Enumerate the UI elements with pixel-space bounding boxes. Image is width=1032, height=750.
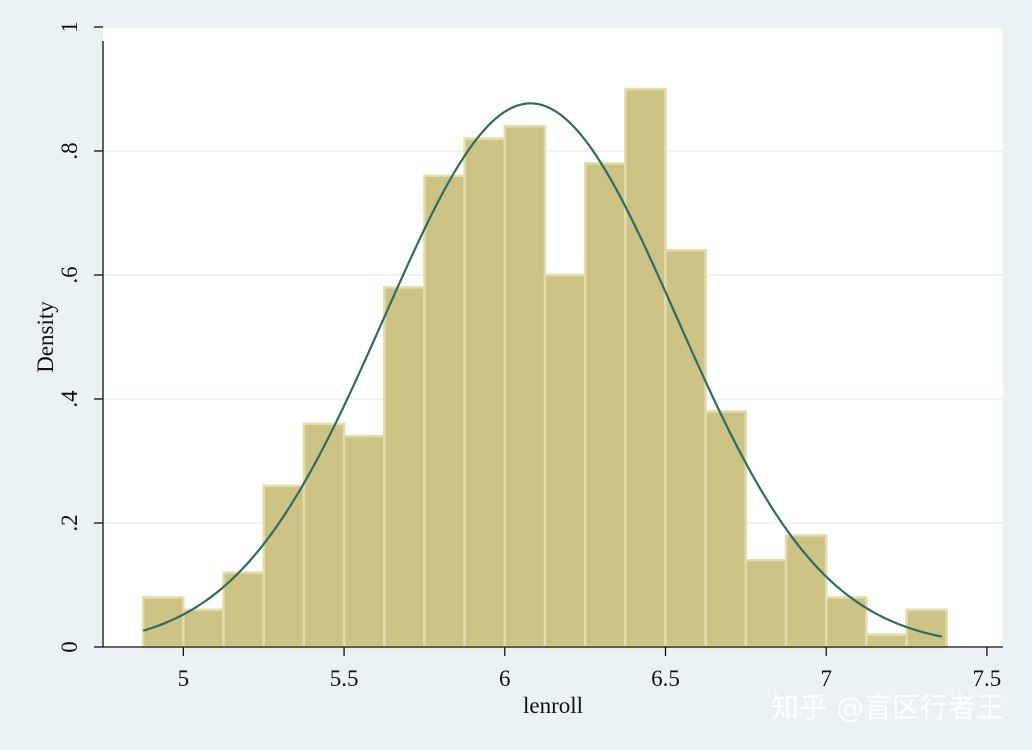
histogram-bar-8 [423,174,466,649]
histogram-bar-7 [383,286,426,649]
axes [94,26,1003,656]
tick-labels: 5 5.5 6 6.5 7 7.5 0 .2 .4 .6 .8 1 [57,21,1001,691]
histogram-bar-2 [182,608,225,649]
histogram-bar-15 [704,410,748,649]
histogram-bar-5 [302,422,346,649]
x-tick-label-3: 6.5 [651,666,680,691]
normal-density-curve [142,102,943,638]
histogram-bar-12 [583,162,627,649]
x-tick-label-0: 5 [178,666,190,691]
x-tick-label-5: 7.5 [973,666,1002,691]
x-tick-label-1: 5.5 [330,666,359,691]
y-axis-title: Density [33,301,58,373]
y-tick-label-3: .6 [57,266,82,283]
y-tick-label-5: 1 [57,21,82,33]
histogram-bars [141,87,948,649]
watermark-text: 知乎 @盲区行者王 [771,691,1004,724]
y-tick-label-4: .8 [57,142,82,159]
histogram-bar-9 [463,137,507,649]
histogram-bar-6 [342,434,386,649]
histogram-bar-11 [543,273,587,649]
y-tick-label-1: .2 [57,514,82,531]
histogram-bar-4 [262,484,306,649]
histogram-bar-16 [744,558,788,649]
histogram-bar-14 [664,248,707,649]
histogram-bar-13 [624,87,667,649]
y-tick-label-2: .4 [57,390,82,408]
histogram-bar-1 [141,596,185,649]
histogram-bar-17 [784,534,828,649]
histogram-bar-3 [222,571,265,649]
x-tick-label-4: 7 [820,666,832,691]
x-axis-title: lenroll [523,693,583,718]
histogram-bar-10 [503,124,547,649]
histogram-bar-19 [865,633,908,649]
y-tick-label-0: 0 [57,641,82,653]
x-tick-label-2: 6 [499,666,511,691]
